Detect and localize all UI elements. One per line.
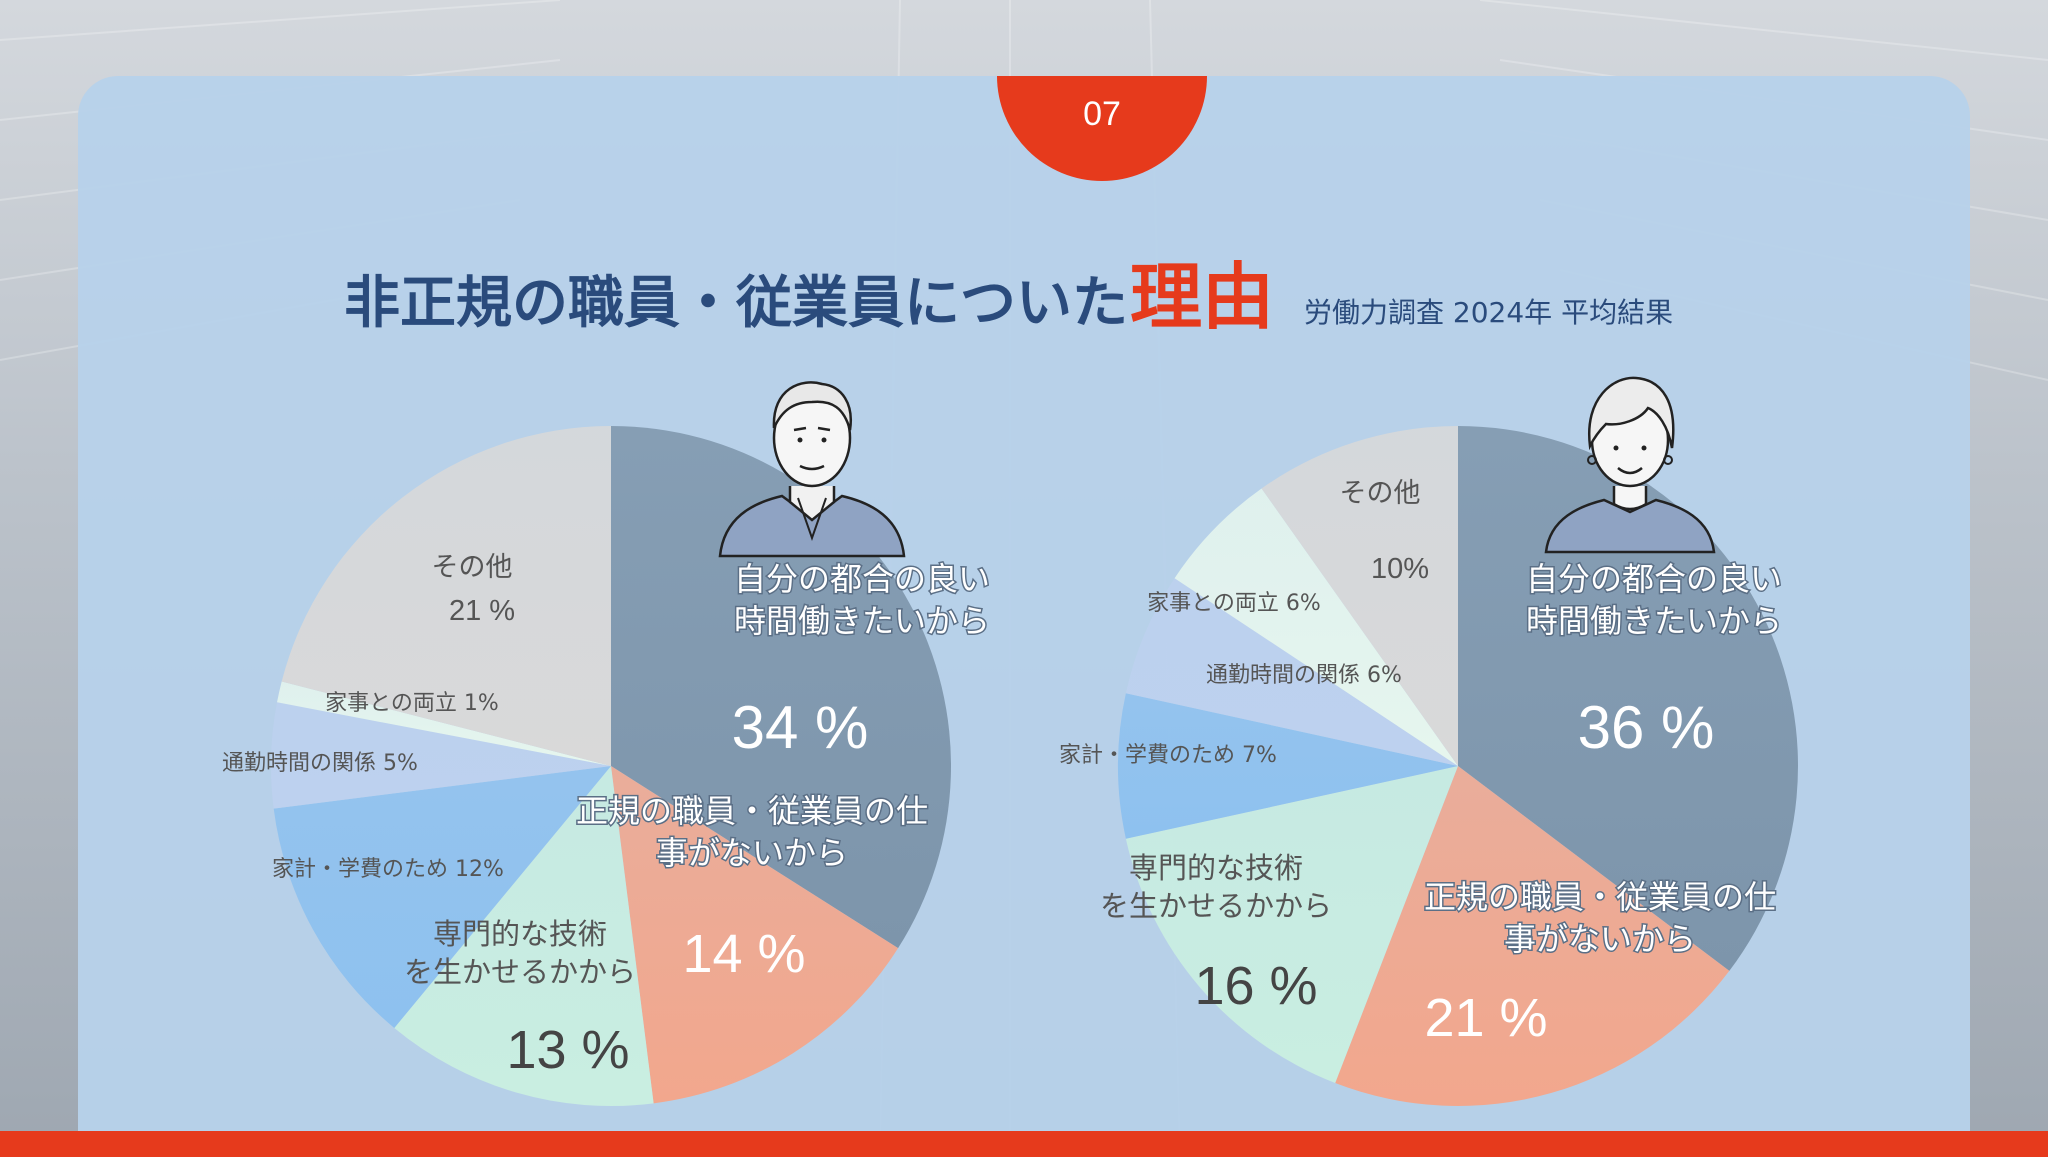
slice-label: を生かせるかから <box>1100 889 1332 923</box>
woman-illustration-icon <box>1544 376 1716 554</box>
pie-slice <box>1261 426 1458 766</box>
slice-label: 自分の都合の良い <box>1526 560 1782 598</box>
slice-label: 事がないから <box>656 834 848 872</box>
pie-slice <box>1118 693 1458 839</box>
slice-label: 自分の都合の良い <box>734 560 990 598</box>
page-number: 07 <box>1083 95 1121 133</box>
title-subtitle: 労働力調査 2024年 平均結果 <box>1304 296 1674 329</box>
slice-label: 家計・学費のため 7% <box>1059 743 1277 768</box>
pie-slice <box>1335 766 1730 1106</box>
pie-slice <box>394 766 654 1106</box>
slice-label: 専門的な技術 <box>433 917 607 951</box>
title-accent: 理由 <box>1130 255 1275 339</box>
slice-label: を生かせるかから <box>404 955 636 989</box>
title-main: 非正規の職員・従業員についた <box>344 271 1128 336</box>
slice-label: その他 <box>432 552 513 583</box>
slice-value-label: 14 % <box>682 924 805 984</box>
slice-label: 正規の職員・従業員の仕 <box>1424 878 1776 916</box>
man-illustration-icon <box>718 381 906 558</box>
slice-value-label: 16 % <box>1194 956 1317 1016</box>
pie-slice <box>281 426 611 766</box>
slice-label: その他 <box>1340 478 1421 509</box>
slice-value-label: 21 % <box>449 595 515 627</box>
slice-label: 家計・学費のため 12% <box>272 857 504 882</box>
slice-label: 時間働きたいから <box>1526 602 1782 640</box>
slice-value-label: 13 % <box>506 1020 629 1080</box>
pie-slice <box>1458 426 1799 971</box>
page-badge-clip: 07 <box>78 76 1970 186</box>
slice-label: 通勤時間の関係 6% <box>1206 663 1402 688</box>
pie-slice <box>271 702 611 809</box>
pie-slice <box>1125 766 1458 1084</box>
slide-title: 非正規の職員・従業員についた 理由 労働力調査 2024年 平均結果 <box>344 238 1674 339</box>
pie-slice <box>277 681 611 766</box>
slice-label: 専門的な技術 <box>1129 851 1303 885</box>
slice-value-label: 36 % <box>1578 694 1715 761</box>
slice-label: 時間働きたいから <box>734 602 990 640</box>
slice-value-label: 21 % <box>1424 988 1547 1048</box>
slice-value-label: 34 % <box>732 694 869 761</box>
pie-slice <box>1174 488 1458 766</box>
pie-slice <box>273 766 611 1028</box>
pie-slice <box>1125 578 1458 766</box>
bottom-accent-bar <box>0 1131 2048 1157</box>
slice-label: 家事との両立 6% <box>1147 591 1321 616</box>
slice-value-label: 10% <box>1371 553 1429 585</box>
slice-label: 事がないから <box>1504 920 1696 958</box>
slice-label: 正規の職員・従業員の仕 <box>576 792 928 830</box>
slice-label: 家事との両立 1% <box>325 691 499 716</box>
pie-slice <box>611 766 899 1104</box>
slice-label: 通勤時間の関係 5% <box>222 751 418 776</box>
